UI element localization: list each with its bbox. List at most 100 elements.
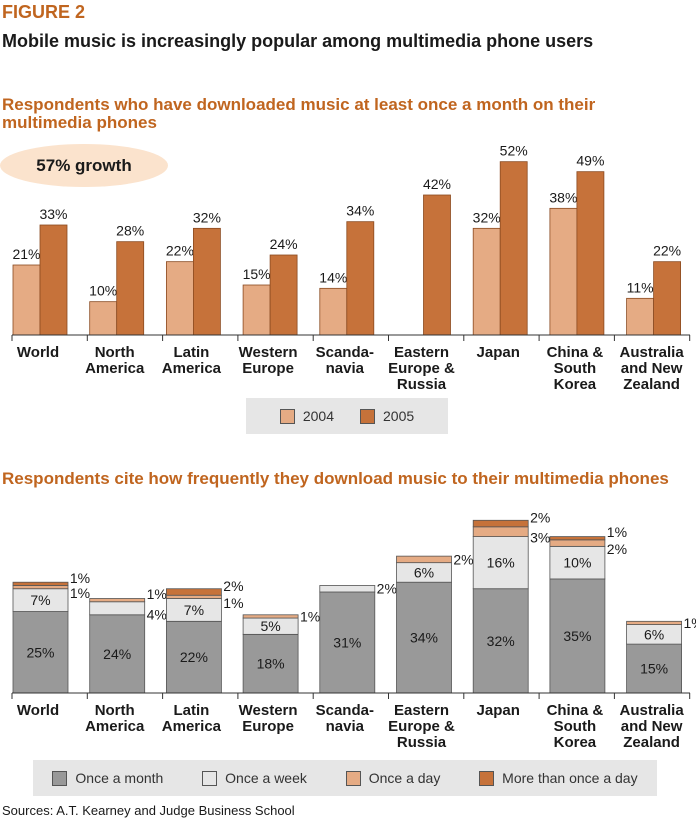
segment-2-8 xyxy=(626,620,682,625)
segment-1-7 xyxy=(549,545,606,580)
figure-title: Mobile music is increasingly popular amo… xyxy=(2,31,594,51)
segment-label-1-3: 5% xyxy=(260,618,280,634)
category-label-4-0: Scanda- xyxy=(316,702,374,719)
data-label-2004-4: 14% xyxy=(319,269,347,285)
category-label-8-0: Australia xyxy=(619,702,684,719)
segment-label-1-5: 6% xyxy=(414,564,434,580)
segment-label-2-5: 2% xyxy=(453,551,473,567)
segment-1-6 xyxy=(472,536,529,590)
segment-label-1-8: 6% xyxy=(644,626,664,642)
chart1-svg: 21% 33% 10% 28% 22% 32% 15% 24% 14% 34% 42% 32% 52% 3… xyxy=(11,143,691,393)
category-label-4-0: Scanda- xyxy=(316,344,374,361)
chart2-legend: Once a month Once a week Once a day More… xyxy=(33,760,657,796)
segment-label-0-5: 34% xyxy=(410,630,438,646)
segment-label-2-2: 1% xyxy=(223,595,243,611)
segment-1-1 xyxy=(89,601,146,616)
segment-label-0-8: 15% xyxy=(640,661,668,677)
category-label-7-2: Korea xyxy=(554,734,597,751)
segment-label-0-3: 18% xyxy=(257,656,285,672)
bar-2005-5 xyxy=(423,194,451,336)
segment-2-3 xyxy=(242,614,299,619)
data-label-2004-1: 10% xyxy=(89,283,117,299)
legend-item-once-a-month: Once a month xyxy=(52,770,163,786)
category-label-2-1: America xyxy=(162,360,222,377)
source-note: Sources: A.T. Kearney and Judge Business… xyxy=(2,803,295,818)
category-label-7-1: South xyxy=(554,360,597,377)
category-label-3-0: Western xyxy=(239,344,298,361)
segment-3-2 xyxy=(165,588,222,596)
chart1-title: Respondents who have downloaded music at… xyxy=(2,95,596,132)
data-label-2005-1: 28% xyxy=(116,223,144,239)
segment-2-6 xyxy=(472,526,529,537)
category-label-5-1: Europe & xyxy=(388,718,455,735)
category-label-0-0: World xyxy=(17,344,59,361)
segment-label-3-0: 1% xyxy=(70,570,90,586)
segment-label-3-7: 1% xyxy=(607,524,627,540)
data-label-2004-0: 21% xyxy=(12,246,40,262)
category-label-1-0: North xyxy=(95,344,135,361)
category-label-7-0: China & xyxy=(547,344,604,361)
data-label-2005-6: 52% xyxy=(500,143,528,159)
data-label-2005-7: 49% xyxy=(576,153,604,169)
segment-0-4 xyxy=(319,591,376,694)
category-label-8-1: and New xyxy=(621,360,683,377)
segment-label-2-3: 1% xyxy=(300,608,320,624)
legend-swatch-more-than-once-a-day xyxy=(479,770,495,786)
segment-label-2-0: 1% xyxy=(70,585,90,601)
segment-label-2-7: 2% xyxy=(607,541,627,557)
category-label-1-1: America xyxy=(85,360,145,377)
category-label-6-0: Japan xyxy=(477,702,520,719)
legend-label-once-a-day: Once a day xyxy=(368,770,441,786)
category-label-1-0: North xyxy=(95,702,135,719)
category-label-3-1: Europe xyxy=(242,718,294,735)
segment-label-2-6: 3% xyxy=(530,530,550,546)
chart2-svg: 25%7% 1%1%24%4%1%22%7% 1%2%18%5%1%31%2%34%… xyxy=(11,510,696,751)
segment-label-2-1: 1% xyxy=(147,586,167,602)
data-label-2004-3: 15% xyxy=(243,266,271,282)
growth-callout: 57% growth xyxy=(0,144,168,187)
segment-1-4 xyxy=(319,585,376,593)
category-label-4-1: navia xyxy=(326,718,365,735)
segment-2-0 xyxy=(12,585,69,590)
segment-0-3 xyxy=(242,633,299,694)
legend-label-once-a-month: Once a month xyxy=(75,770,164,786)
category-label-0-0: World xyxy=(17,702,59,719)
bar-2005-2 xyxy=(192,227,221,336)
data-label-2004-7: 38% xyxy=(549,189,577,205)
category-label-1-1: America xyxy=(85,718,145,735)
legend-swatch-once-a-month xyxy=(52,770,68,786)
chart1-legend: 2004 2005 xyxy=(246,398,448,434)
bar-2004-1 xyxy=(89,301,118,336)
category-label-8-1: and New xyxy=(621,718,683,735)
bar-2005-4 xyxy=(346,221,375,336)
legend-swatch-once-a-day xyxy=(345,770,361,786)
category-label-2-1: America xyxy=(162,718,222,735)
segment-label-3-6: 2% xyxy=(530,510,550,526)
category-label-5-2: Russia xyxy=(397,734,447,751)
data-label-2004-8: 11% xyxy=(627,279,654,295)
bar-2004-6 xyxy=(472,227,501,336)
segment-label-0-7: 35% xyxy=(563,628,591,644)
bar-2005-8 xyxy=(653,261,681,336)
segment-2-1 xyxy=(89,598,146,603)
category-label-8-2: Zealand xyxy=(623,734,680,751)
category-label-2-0: Latin xyxy=(173,702,209,719)
category-label-8-0: Australia xyxy=(619,344,684,361)
segment-label-1-2: 7% xyxy=(184,602,204,618)
segment-label-0-0: 25% xyxy=(26,644,54,660)
legend-item-once-a-week: Once a week xyxy=(202,770,307,786)
figure-label: FIGURE 2 xyxy=(2,2,86,22)
chart2-title: Respondents cite how frequently they dow… xyxy=(2,469,669,488)
legend-item-more-than-once-a-day: More than once a day xyxy=(479,770,638,786)
legend-swatch-once-a-week xyxy=(202,770,218,786)
segment-label-1-4: 2% xyxy=(377,581,397,597)
legend-item-once-a-day: Once a day xyxy=(345,770,441,786)
data-label-2005-3: 24% xyxy=(270,236,298,252)
segment-0-8 xyxy=(626,643,682,694)
segment-label-0-2: 22% xyxy=(180,649,208,665)
legend-swatch-2004 xyxy=(279,408,295,424)
segment-label-1-0: 7% xyxy=(30,592,50,608)
data-label-2005-4: 34% xyxy=(346,203,374,219)
segment-label-2-8: 1% xyxy=(683,615,696,631)
legend-label-2005: 2005 xyxy=(383,408,415,424)
